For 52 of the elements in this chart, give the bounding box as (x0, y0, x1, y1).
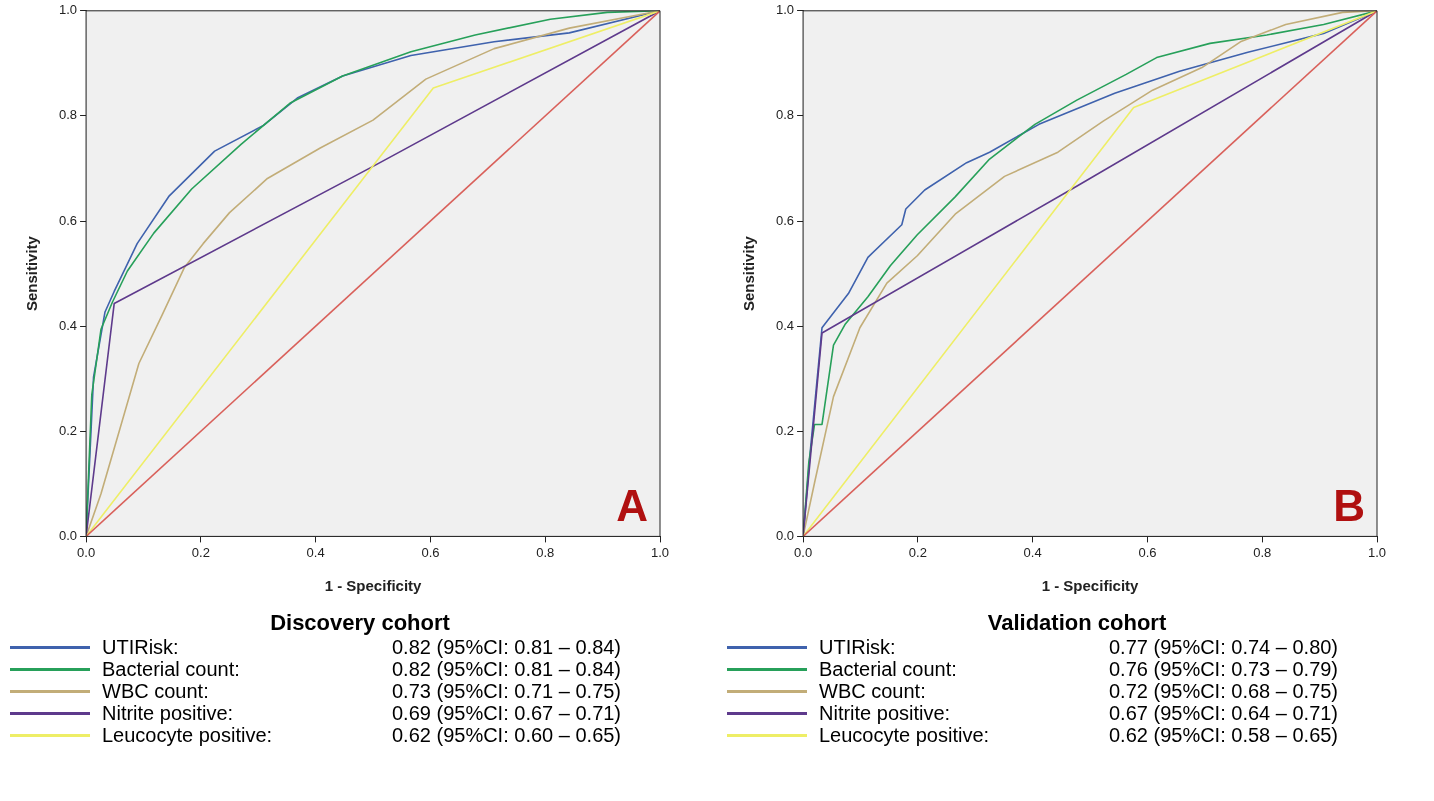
legend-label: Leucocyte positive: (819, 723, 991, 747)
y-tick-label: 0.8 (58, 107, 78, 123)
y-tick-label: 1.0 (58, 2, 78, 18)
y-tick-label: 0.2 (775, 422, 795, 438)
legend-title: Discovery cohort (269, 610, 451, 636)
legend-label: WBC count: (819, 679, 927, 703)
legend-label: Bacterial count: (102, 657, 241, 681)
text: 0.69 (95%CI: 0.67 – 0.71) (392, 701, 622, 725)
legend-label: Nitrite positive: (102, 701, 235, 725)
x-tick-label: 0.8 (1253, 544, 1272, 560)
x-tick-label: 0.2 (191, 544, 210, 560)
x-tick-label: 0.4 (1023, 544, 1042, 560)
x-tick-label: 1.0 (650, 544, 670, 560)
legend-label: UTIRisk: (819, 635, 897, 659)
x-axis-title: 1 - Specificity (1041, 577, 1140, 595)
text: A (616, 480, 648, 530)
text: 0.82 (95%CI: 0.81 – 0.84) (392, 635, 622, 659)
legend-label: Leucocyte positive: (102, 723, 274, 747)
x-tick-label: 0.6 (421, 544, 440, 560)
y-axis-title: Sensitivity (23, 235, 41, 312)
legend-label: Bacterial count: (819, 657, 958, 681)
text: B (1333, 480, 1365, 530)
x-tick-label: 0.0 (77, 544, 96, 560)
x-tick-label: 0.0 (794, 544, 813, 560)
x-tick-label: 0.4 (306, 544, 325, 560)
y-tick-label: 0.8 (775, 107, 795, 123)
legend-title: Validation cohort (986, 610, 1168, 636)
x-tick-label: 0.8 (536, 544, 555, 560)
text: 0.62 (95%CI: 0.58 – 0.65) (1109, 723, 1339, 747)
x-axis-title: 1 - Specificity (324, 577, 423, 595)
x-tick-label: 0.6 (1138, 544, 1157, 560)
y-axis-title: Sensitivity (740, 235, 758, 312)
y-tick-label: 0.4 (775, 317, 795, 333)
x-tick-label: 1.0 (1367, 544, 1387, 560)
y-tick-label: 1.0 (775, 2, 795, 18)
text: 0.77 (95%CI: 0.74 – 0.80) (1109, 635, 1339, 659)
y-tick-label: 0.0 (58, 527, 78, 543)
x-tick-label: 0.2 (908, 544, 927, 560)
text: 0.72 (95%CI: 0.68 – 0.75) (1109, 679, 1339, 703)
text: 0.67 (95%CI: 0.64 – 0.71) (1109, 701, 1339, 725)
y-tick-label: 0.6 (775, 212, 795, 228)
text: 0.82 (95%CI: 0.81 – 0.84) (392, 657, 622, 681)
y-tick-label: 0.2 (58, 422, 78, 438)
y-tick-label: 0.0 (775, 527, 795, 543)
text: 0.73 (95%CI: 0.71 – 0.75) (392, 679, 622, 703)
legend-label: WBC count: (102, 679, 210, 703)
y-tick-label: 0.4 (58, 317, 78, 333)
y-tick-label: 0.6 (58, 212, 78, 228)
legend-label: UTIRisk: (102, 635, 180, 659)
legend-label: Nitrite positive: (819, 701, 952, 725)
text: 0.76 (95%CI: 0.73 – 0.79) (1109, 657, 1339, 681)
text: 0.62 (95%CI: 0.60 – 0.65) (392, 723, 622, 747)
